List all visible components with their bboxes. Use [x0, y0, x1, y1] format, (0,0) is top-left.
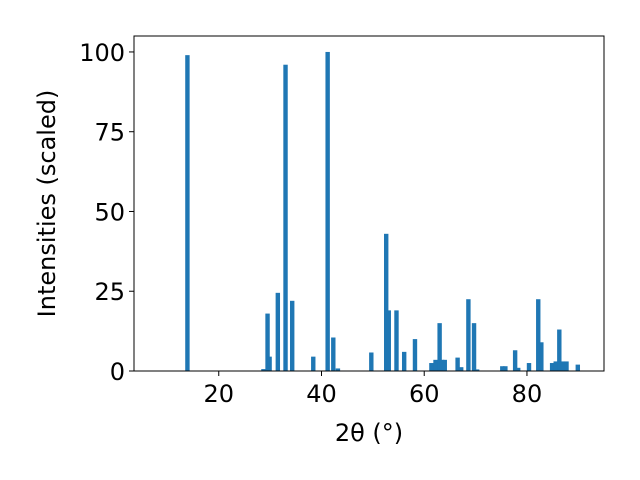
bar — [290, 300, 295, 371]
y-axis: 0 25 50 75 100 — [79, 39, 134, 386]
bar — [325, 51, 330, 371]
bar — [549, 363, 555, 371]
bar — [335, 368, 341, 371]
x-axis-label: 2θ (°) — [335, 419, 403, 447]
bar — [575, 364, 581, 371]
bar — [185, 55, 190, 372]
x-axis: 20 40 60 80 — [203, 371, 542, 408]
x-tick-label: 60 — [409, 380, 440, 408]
bar — [471, 323, 477, 371]
bar — [512, 350, 518, 371]
x-tick-label: 80 — [512, 380, 543, 408]
bar — [459, 367, 464, 371]
bar — [526, 363, 532, 371]
bar — [275, 292, 281, 371]
bar — [311, 356, 316, 371]
y-tick-label: 0 — [110, 358, 125, 386]
bar — [265, 313, 270, 371]
x-tick-label: 20 — [203, 380, 234, 408]
bar — [437, 323, 442, 371]
x-tick-label: 40 — [306, 380, 337, 408]
bar — [267, 356, 272, 371]
bar — [331, 337, 336, 371]
bar — [439, 359, 445, 371]
bar — [474, 369, 480, 371]
bar — [386, 310, 391, 371]
bar — [516, 367, 521, 371]
bar — [283, 64, 288, 371]
bar — [503, 366, 508, 371]
bar — [261, 369, 266, 371]
bar — [369, 352, 374, 371]
y-axis-label: Intensities (scaled) — [33, 90, 61, 318]
bar — [433, 359, 438, 371]
bar — [536, 299, 541, 371]
bar — [384, 233, 389, 371]
bar — [564, 361, 569, 371]
bar — [466, 299, 471, 371]
bar — [539, 342, 544, 371]
bar — [500, 366, 505, 371]
bar — [412, 339, 418, 371]
bar — [553, 361, 558, 371]
plot-frame — [133, 35, 605, 372]
bar — [394, 310, 399, 371]
bar — [455, 357, 460, 371]
bar — [442, 359, 447, 371]
bar — [429, 363, 434, 371]
y-tick-label: 75 — [94, 119, 125, 147]
bar — [401, 351, 407, 371]
y-tick-label: 100 — [79, 39, 125, 67]
bars — [185, 51, 581, 372]
bar — [560, 361, 565, 371]
bar — [557, 329, 562, 371]
y-tick-label: 50 — [94, 198, 125, 226]
y-tick-label: 25 — [94, 278, 125, 306]
